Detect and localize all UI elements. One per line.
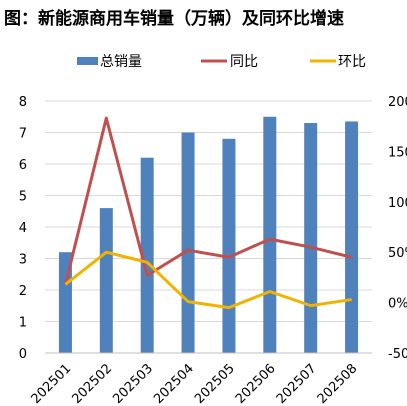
y-left-tick-label: 1: [19, 316, 27, 331]
y-right-tick-label: 200%: [388, 95, 407, 110]
legend: 总销量 同比 环比: [77, 54, 366, 70]
y-left-tick-label: 0: [19, 347, 27, 362]
legend-swatch-bar: [77, 57, 98, 65]
bar-series: [58, 116, 359, 353]
y-left-tick-label: 3: [19, 253, 27, 268]
line-mom: [64, 250, 352, 310]
bar: [140, 157, 154, 353]
y-left-tick-label: 5: [19, 190, 27, 205]
x-tick-label: 202504: [151, 361, 197, 406]
legend-label: 总销量: [100, 54, 142, 70]
line-series: [63, 116, 352, 310]
chart-title: 图：新能源商用车销量（万辆）及同环比增速: [4, 9, 344, 29]
y-left-tick-label: 8: [19, 95, 27, 110]
bar: [99, 208, 113, 353]
x-tick-label: 202501: [29, 361, 75, 406]
bar: [263, 116, 277, 353]
y-right-tick-label: 0%: [388, 297, 407, 312]
gridlines: [45, 100, 372, 354]
bar: [222, 138, 236, 353]
y-right-tick-label: 50%: [388, 246, 407, 261]
bar: [345, 121, 359, 353]
y-left-tick-label: 2: [19, 284, 27, 299]
y-left-tick-label: 7: [19, 127, 27, 142]
x-tick-label: 202505: [192, 361, 238, 406]
legend-label: 同比: [230, 54, 258, 70]
legend-label: 环比: [338, 54, 366, 70]
bar: [181, 132, 195, 353]
x-tick-label: 202507: [274, 361, 320, 406]
y-right-tick-label: -50%: [388, 347, 407, 362]
y-left-tick-label: 4: [19, 221, 27, 236]
bar: [304, 123, 318, 353]
x-tick-label: 202503: [110, 361, 156, 406]
x-tick-label: 202508: [315, 361, 361, 406]
y-right-tick-label: 100%: [388, 196, 407, 211]
y-right-tick-label: 150%: [388, 145, 407, 160]
line-yoy: [63, 116, 352, 285]
x-tick-label: 202502: [69, 361, 115, 406]
y-left-tick-label: 6: [19, 158, 27, 173]
x-tick-label: 202506: [233, 361, 279, 406]
